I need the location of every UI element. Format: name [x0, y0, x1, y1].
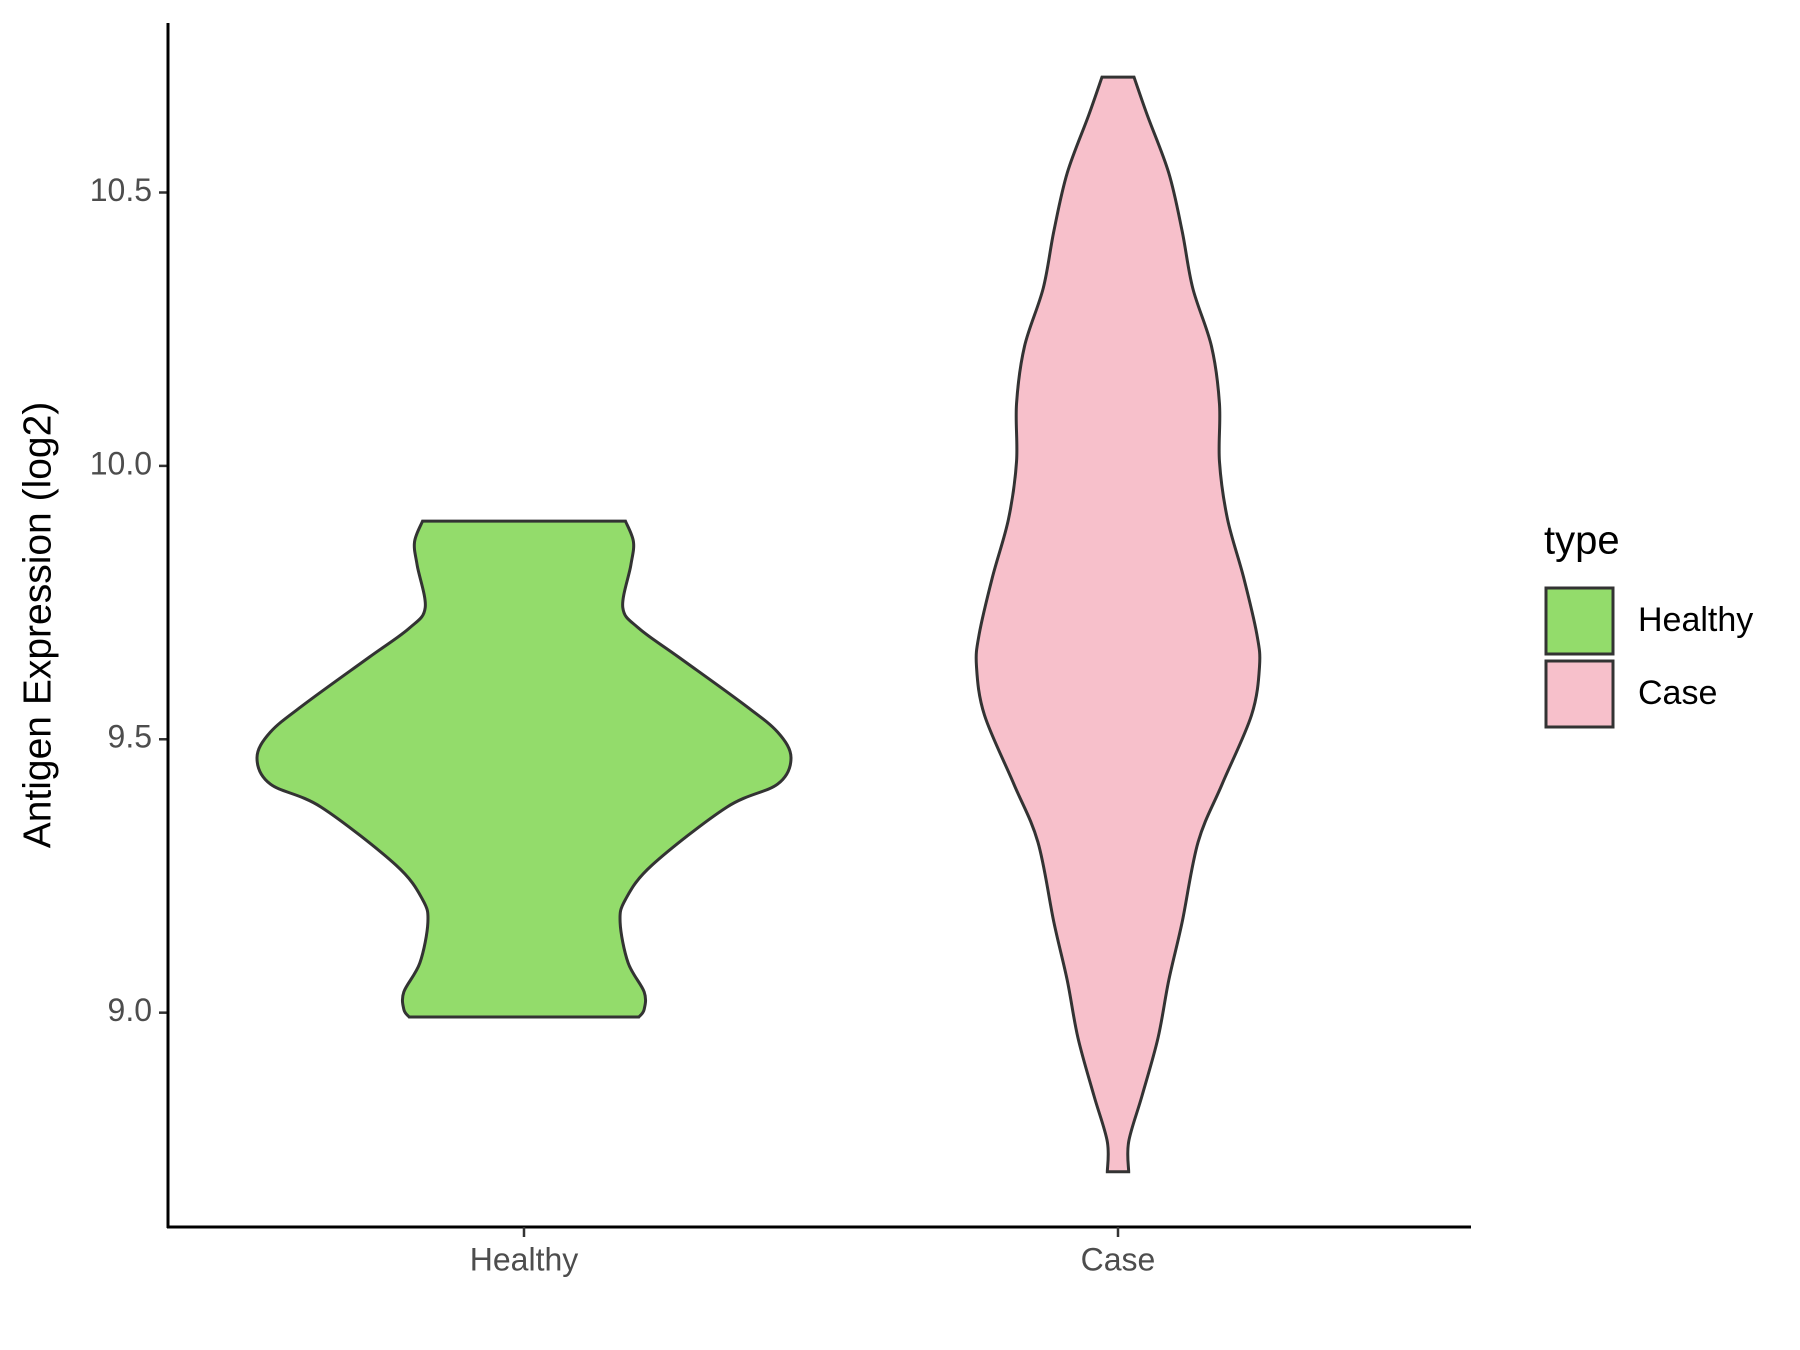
y-tick-label: 9.5 — [108, 719, 152, 755]
legend-key — [1544, 586, 1615, 656]
violin — [255, 519, 793, 1019]
x-tick-label: Healthy — [470, 1241, 579, 1277]
x-tick-label: Case — [1081, 1241, 1156, 1277]
y-axis-title: Antigen Expression (log2) — [16, 402, 59, 849]
legend-title: type — [1544, 519, 1620, 563]
legend-label: Case — [1638, 674, 1717, 712]
y-tick-label: 9.0 — [108, 992, 152, 1028]
legend-key — [1544, 659, 1615, 729]
violin — [974, 75, 1262, 1174]
y-tick-label: 10.5 — [90, 172, 152, 208]
legend-label: Healthy — [1638, 601, 1753, 639]
y-tick-label: 10.0 — [90, 445, 152, 481]
